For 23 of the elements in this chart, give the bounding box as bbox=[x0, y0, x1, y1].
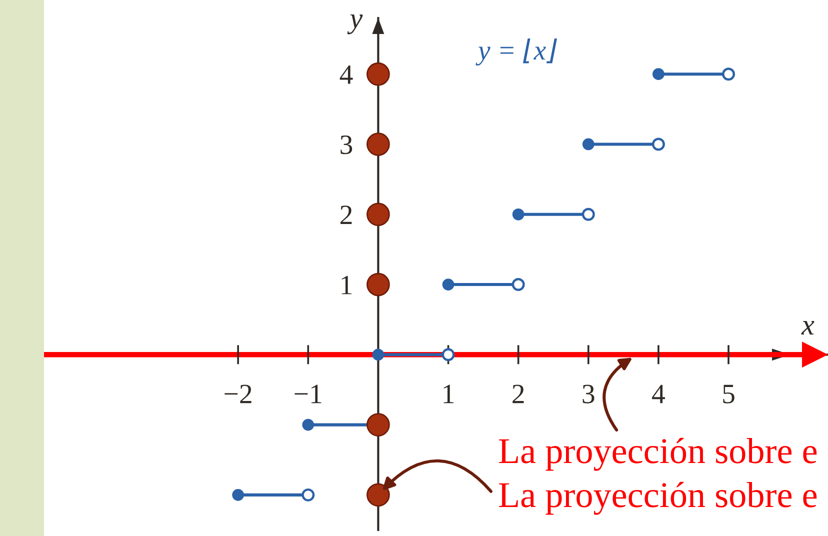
x-tick-label: 5 bbox=[723, 384, 734, 404]
y-axis-title: y bbox=[347, 14, 363, 34]
y-tick-label: 3 bbox=[340, 135, 352, 154]
point bbox=[366, 132, 390, 156]
x-tick-label: −1 bbox=[294, 384, 322, 404]
x-tick-label: 2 bbox=[512, 384, 524, 404]
y-tick-label: 1 bbox=[342, 276, 352, 294]
point bbox=[366, 483, 390, 507]
y-tick-label: 2 bbox=[340, 206, 352, 224]
annotation: La proyección sobre e bbox=[499, 438, 817, 471]
y-tick-label: 4 bbox=[340, 65, 353, 84]
x-tick-label: −2 bbox=[224, 384, 252, 404]
annotation: y = ⌊x⌋ bbox=[476, 38, 557, 66]
point bbox=[366, 413, 390, 436]
point bbox=[302, 418, 314, 431]
point bbox=[366, 272, 390, 296]
x-tick-label: 1 bbox=[444, 384, 454, 404]
point bbox=[366, 62, 390, 86]
x-tick-label: 3 bbox=[582, 384, 594, 404]
x-axis-title: x bbox=[801, 321, 814, 334]
x-tick-label: 4 bbox=[652, 384, 665, 404]
point bbox=[366, 202, 390, 226]
annotation: La proyección sobre e bbox=[499, 482, 817, 515]
